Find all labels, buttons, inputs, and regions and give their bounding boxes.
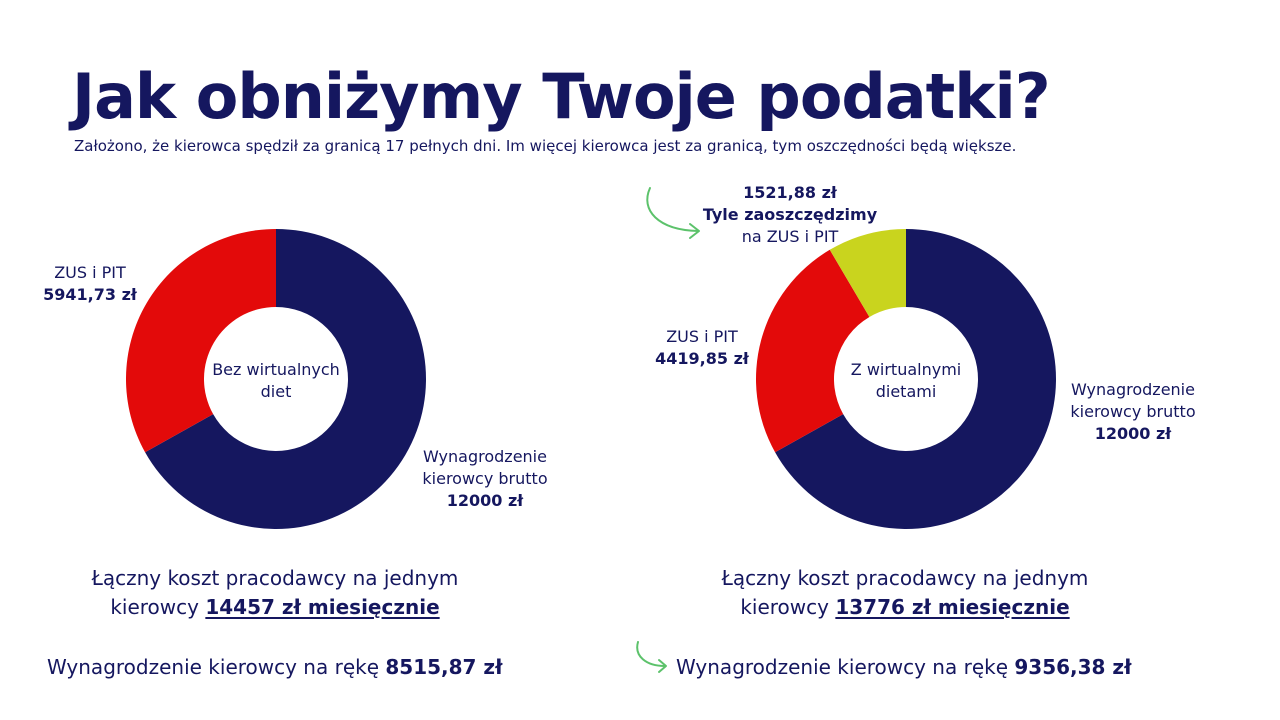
right-employer-cost: Łączny koszt pracodawcy na jednym kierow… — [670, 564, 1140, 622]
left-net-text: Wynagrodzenie kierowcy na rękę — [47, 655, 380, 679]
right-salary-line2: kierowcy brutto — [1070, 402, 1196, 421]
right-cost-amount: 13776 zł miesięcznie — [835, 595, 1070, 619]
left-cost-amount: 14457 zł miesięcznie — [205, 595, 440, 619]
donut-left-slice-0 — [145, 229, 426, 529]
left-tax-label-text: ZUS i PIT — [54, 263, 126, 282]
donut-chart-left: Bez wirtualnych diet — [125, 229, 426, 529]
right-cost-line1: Łączny koszt pracodawcy na jednym — [721, 566, 1089, 590]
left-salary-label: Wynagrodzenie kierowcy brutto 12000 zł — [405, 446, 565, 512]
net-salary-arrow-icon — [636, 641, 667, 673]
donut-right-slice-1 — [756, 249, 870, 453]
left-cost-line1: Łączny koszt pracodawcy na jednym — [91, 566, 459, 590]
right-savings-label: 1521,88 zł Tyle zaoszczędzimy na ZUS i P… — [690, 182, 890, 248]
right-net-text: Wynagrodzenie kierowcy na rękę — [676, 655, 1009, 679]
left-tax-value: 5941,73 zł — [43, 285, 137, 304]
left-tax-label: ZUS i PIT 5941,73 zł — [40, 262, 140, 306]
donut-right-slice-0 — [775, 229, 1056, 529]
donut-chart-right: Z wirtualnymi dietami — [756, 229, 1056, 529]
right-net-amount: 9356,38 zł — [1014, 655, 1132, 679]
right-savings-line2: na ZUS i PIT — [741, 227, 839, 246]
left-salary-line1: Wynagrodzenie — [423, 447, 547, 466]
right-salary-label: Wynagrodzenie kierowcy brutto 12000 zł — [1053, 379, 1213, 445]
donut-left-center-line1: Bez wirtualnych — [212, 360, 340, 379]
donut-right-center-line2: dietami — [876, 382, 937, 401]
page-subtitle: Założono, że kierowca spędził za granicą… — [74, 137, 1017, 155]
donut-left-slices — [125, 229, 426, 529]
right-tax-value: 4419,85 zł — [655, 349, 749, 368]
donut-right-slice-2 — [829, 229, 906, 317]
donut-left-center-line2: diet — [261, 382, 292, 401]
left-cost-prefix: kierowcy — [110, 595, 199, 619]
right-net-salary: Wynagrodzenie kierowcy na rękę 9356,38 z… — [676, 655, 1132, 679]
left-net-amount: 8515,87 zł — [385, 655, 503, 679]
donut-right-slices — [756, 229, 1056, 529]
left-salary-value: 12000 zł — [446, 491, 524, 510]
savings-arrow-icon — [646, 187, 700, 239]
left-employer-cost: Łączny koszt pracodawcy na jednym kierow… — [40, 564, 510, 622]
right-tax-label-text: ZUS i PIT — [666, 327, 738, 346]
right-tax-label: ZUS i PIT 4419,85 zł — [652, 326, 752, 370]
right-savings-value: 1521,88 zł — [743, 183, 837, 202]
right-salary-value: 12000 zł — [1094, 424, 1172, 443]
left-net-salary: Wynagrodzenie kierowcy na rękę 8515,87 z… — [47, 655, 503, 679]
right-savings-line1: Tyle zaoszczędzimy — [702, 205, 878, 224]
right-salary-line1: Wynagrodzenie — [1071, 380, 1195, 399]
page-title: Jak obniżymy Twoje podatki? — [72, 60, 1051, 133]
right-cost-prefix: kierowcy — [740, 595, 829, 619]
donut-right-center-line1: Z wirtualnymi — [851, 360, 961, 379]
donut-left-slice-1 — [125, 229, 276, 453]
left-salary-line2: kierowcy brutto — [422, 469, 548, 488]
